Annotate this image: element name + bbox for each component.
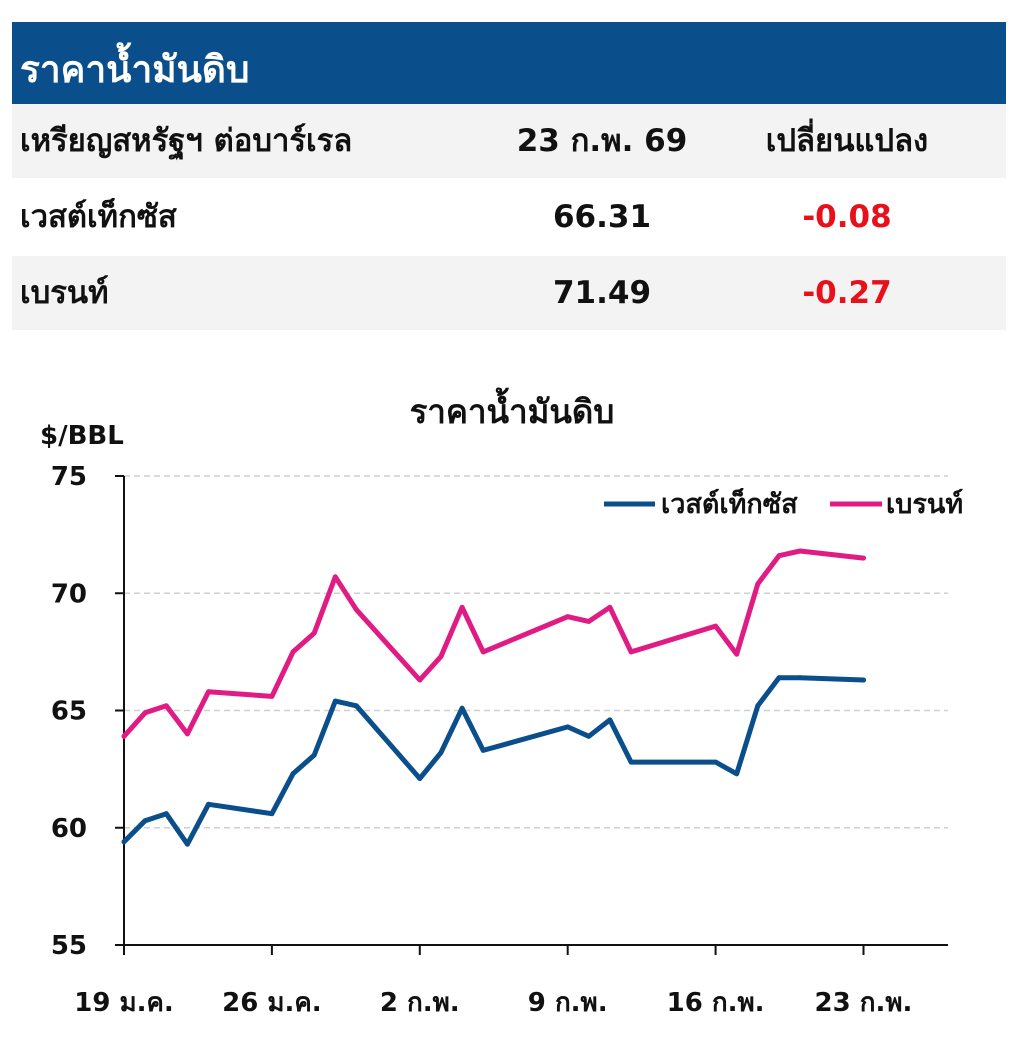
data-point	[290, 771, 296, 777]
data-point	[332, 574, 338, 580]
x-tick-label: 23 ก.พ.	[815, 988, 913, 1018]
x-tick-label: 19 ม.ค.	[74, 988, 174, 1018]
y-tick-label: 75	[51, 462, 87, 492]
data-point	[459, 604, 465, 610]
data-point	[332, 698, 338, 704]
row-change-brent: -0.27	[802, 275, 892, 311]
data-point	[607, 604, 613, 610]
series-lines	[121, 548, 866, 847]
row-change-wti: -0.08	[802, 199, 892, 235]
y-tick-label: 60	[51, 814, 87, 844]
header-unit: เหรียญสหรัฐฯ ต่อบาร์เรล	[20, 123, 353, 159]
data-point	[459, 705, 465, 711]
series-line-0	[121, 675, 866, 847]
data-point	[713, 759, 718, 765]
legend: เวสต์เท็กซัส เบรนท์	[604, 486, 963, 520]
data-point	[861, 555, 866, 561]
table-title-bar: ราคาน้ำมันดิบ	[12, 22, 1006, 104]
data-point	[565, 724, 571, 730]
y-axis-label: $/BBL	[40, 421, 124, 451]
data-point	[480, 748, 486, 753]
series-line-1	[121, 548, 866, 739]
data-point	[163, 703, 169, 709]
data-point	[311, 630, 317, 636]
data-point	[797, 548, 803, 554]
gridlines	[124, 475, 948, 829]
legend-label-0: เวสต์เท็กซัส	[661, 486, 798, 520]
data-point	[290, 649, 296, 655]
data-point	[185, 731, 190, 737]
data-point	[755, 703, 761, 709]
y-tick-label: 70	[51, 579, 87, 609]
x-tick-label: 16 ก.พ.	[667, 988, 765, 1018]
data-point	[354, 703, 359, 709]
table-row: เวสต์เท็กซัส 66.31 -0.08	[12, 180, 1006, 254]
data-point	[438, 750, 444, 756]
table-row: เบรนท์ 71.49 -0.27	[12, 256, 1006, 330]
data-point	[607, 717, 613, 723]
row-price-brent: 71.49	[552, 275, 652, 311]
data-point	[417, 677, 423, 683]
data-point	[142, 710, 148, 716]
data-point	[163, 811, 169, 817]
x-tick-label: 9 ก.พ.	[528, 988, 608, 1018]
chart-title: ราคาน้ำมันดิบ	[410, 387, 615, 431]
header-date: 23 ก.พ. 69	[516, 123, 688, 159]
data-point	[734, 771, 740, 777]
data-point	[755, 581, 761, 587]
data-point	[480, 649, 486, 655]
row-name-brent: เบรนท์	[20, 275, 109, 311]
x-tick-label: 2 ก.พ.	[380, 988, 460, 1018]
data-point	[269, 694, 275, 699]
data-point	[354, 607, 359, 613]
data-point	[142, 818, 148, 824]
line-chart: ราคาน้ำมันดิบ $/BBL 55 60 65 70 75 19 ม.ค. 26 …	[40, 387, 963, 1018]
axes: 55 60 65 70 75 19 ม.ค. 26 ม.ค. 2 ก.พ. 9 ก.พ. 16 ก…	[51, 462, 948, 1018]
data-point	[121, 839, 127, 845]
y-tick-label: 65	[51, 697, 87, 727]
data-point	[586, 619, 592, 624]
data-point	[713, 623, 718, 629]
data-point	[438, 654, 444, 659]
table-header-row: เหรียญสหรัฐฯ ต่อบาร์เรล 23 ก.พ. 69 เปลี่…	[12, 104, 1006, 178]
data-point	[206, 801, 211, 807]
header-change: เปลี่ยนแปลง	[765, 123, 929, 159]
data-point	[734, 651, 740, 657]
data-point	[776, 675, 782, 681]
table-title: ราคาน้ำมันดิบ	[20, 48, 250, 91]
row-name-wti: เวสต์เท็กซัส	[20, 199, 177, 235]
x-tick-label: 26 ม.ค.	[222, 988, 322, 1018]
data-point	[628, 759, 634, 765]
y-tick-label: 55	[51, 931, 87, 961]
data-point	[121, 733, 127, 739]
data-point	[565, 614, 571, 620]
data-point	[628, 649, 634, 655]
data-point	[586, 733, 592, 739]
data-point	[776, 553, 782, 559]
data-point	[311, 752, 317, 758]
data-point	[185, 841, 190, 847]
legend-label-1: เบรนท์	[886, 488, 963, 520]
data-point	[797, 675, 803, 681]
data-point	[417, 776, 423, 781]
data-point	[206, 689, 211, 695]
data-point	[269, 811, 275, 817]
row-price-wti: 66.31	[552, 199, 652, 235]
data-point	[861, 677, 866, 683]
